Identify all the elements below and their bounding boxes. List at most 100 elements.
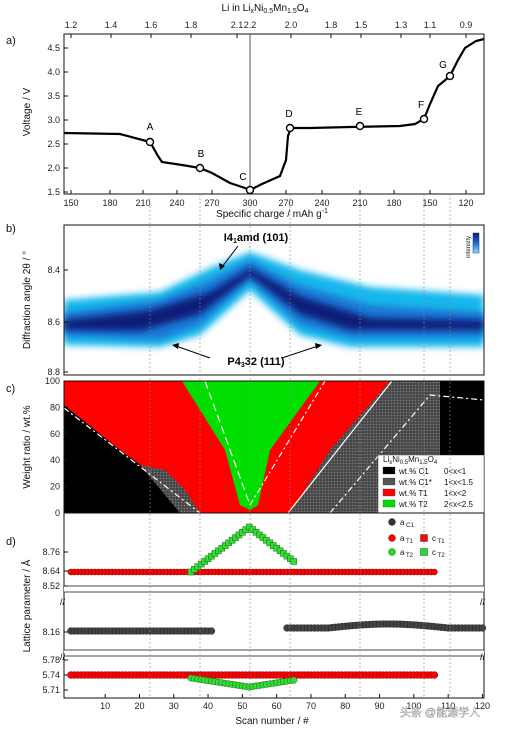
legend-series-name: wt.% T2 — [398, 500, 428, 509]
weight-axis-label: Weight ratio / wt.% — [22, 405, 33, 488]
scan-axis-label: Scan number / # — [235, 716, 309, 727]
scan-tick-label: 30 — [169, 701, 179, 711]
weight-tick-label: 100 — [45, 376, 60, 386]
voltage-tick-label: 4.0 — [47, 67, 60, 77]
guide-line-5 — [329, 394, 485, 514]
voltage-axis-ticks: 1.5 2.0 2.5 3.0 3.5 4.0 4.5 — [47, 43, 68, 197]
break-mark-1: // — [60, 597, 66, 607]
voltage-point-g — [445, 71, 455, 81]
charge-axis-label: Specific charge / mAh g-1 — [216, 208, 328, 220]
bottom-tick-label: 270 — [204, 198, 219, 208]
voltage-point-b — [195, 163, 205, 173]
panel-b-label: b) — [6, 223, 16, 235]
panel-a-label: a) — [6, 35, 16, 47]
top-axis-title: Li in LixNi0.5Mn1.5O4 — [222, 3, 309, 15]
lattice-tick-label: 8.52 — [42, 581, 60, 591]
scan-tick-label: 120 — [475, 701, 490, 711]
bottom-tick-label: 150 — [422, 198, 437, 208]
scan-tick-label: 80 — [340, 701, 350, 711]
intensity-label: intensity — [466, 236, 472, 258]
angle-axis-label: Diffraction angle 2θ / ° — [22, 251, 33, 349]
lattice-series — [67, 523, 487, 691]
voltage-point-label: G — [439, 60, 447, 71]
panel-d-label: d) — [6, 536, 16, 548]
scan-tick-label: 20 — [134, 701, 144, 711]
scan-tick-label: 40 — [203, 701, 213, 711]
legend-marker — [388, 548, 396, 556]
voltage-markers: A B C D E F G — [145, 60, 455, 195]
lattice-tick-label: 8.16 — [42, 627, 60, 637]
voltage-tick-label: 3.0 — [47, 115, 60, 125]
scan-tick-label: 70 — [306, 701, 316, 711]
voltage-tick-label: 3.5 — [47, 91, 60, 101]
legend-swatch — [382, 477, 396, 486]
legend-label: a C1 — [400, 518, 414, 529]
a-c1-point — [478, 624, 487, 632]
scan-tick-label: 90 — [375, 701, 385, 711]
legend-marker — [388, 534, 396, 542]
voltage-point-f — [419, 114, 429, 124]
angle-tick-label: 8.8 — [47, 367, 60, 377]
top-tick-label: 1.8 — [185, 20, 198, 30]
p4332-arrow-left — [175, 345, 211, 359]
panel-b: b) 8.48.68.8 Diffraction angle 2θ / ° I4… — [6, 223, 485, 377]
c-t2-point — [290, 558, 298, 565]
intensity-colorbar — [472, 232, 480, 254]
legend-series-range: 0<x<1 — [444, 467, 467, 476]
bottom-tick-label: 240 — [314, 198, 329, 208]
guide-line-3 — [249, 380, 326, 506]
legend-box — [377, 454, 485, 514]
break-mark-2: // — [60, 652, 66, 662]
a-t2-point — [290, 676, 298, 684]
voltage-axis-label: Voltage / V — [22, 87, 33, 136]
t2-region — [182, 381, 320, 510]
top-tick-label: 1.5 — [355, 20, 368, 30]
panel-a-frame — [63, 33, 485, 195]
lattice-legend: a C1 a T1 c T1 a T2 c T2 — [388, 518, 445, 559]
scan-axis-ticks: 10 20 30 40 50 60 70 80 90 100 110 120 — [100, 694, 490, 711]
a-t1-point — [431, 568, 438, 576]
bottom-tick-label: 180 — [386, 198, 401, 208]
angle-tick-label: 8.4 — [47, 265, 60, 275]
weight-tick-label: 80 — [50, 402, 60, 412]
bottom-axis-ticks: 150 180 210 240 270 300 270 240 210 180 150 120 — [63, 190, 474, 208]
voltage-point-e — [355, 121, 365, 131]
top-tick-label: 2.1 — [231, 20, 244, 30]
legend-label: a T2 — [400, 548, 414, 559]
top-tick-label: 1.3 — [395, 20, 408, 30]
bottom-tick-label: 240 — [169, 198, 184, 208]
lattice-tick-label: 8.64 — [42, 566, 60, 576]
panel-b-frame — [63, 224, 485, 376]
top-tick-label: 1.4 — [105, 20, 118, 30]
legend-series-name: wt.% T1 — [398, 489, 428, 498]
weight-tick-label: 20 — [50, 482, 60, 492]
angle-tick-label: 8.6 — [47, 317, 60, 327]
top-tick-label: 1.2 — [65, 20, 78, 30]
top-tick-label: 2.2 — [244, 20, 257, 30]
a-t1-lower-point — [430, 671, 439, 679]
legend-swatch — [382, 466, 396, 475]
top-tick-label: 1.1 — [424, 20, 437, 30]
angle-axis-ticks: 8.4 8.6 8.8 — [47, 265, 68, 377]
voltage-tick-label: 2.5 — [47, 139, 60, 149]
panel-a: a) Li in LixNi0.5Mn1.5O4 1.2 1.4 1.6 1.8 2.1… — [6, 3, 485, 220]
a-c1-point — [207, 627, 216, 635]
voltage-point-label: E — [356, 107, 363, 118]
voltage-point-label: D — [285, 109, 292, 120]
bottom-tick-label: 210 — [135, 198, 150, 208]
voltage-curve — [63, 37, 485, 192]
lattice-tick-label: 8.76 — [42, 547, 60, 557]
voltage-point-d — [285, 123, 295, 133]
top-tick-label: 2.0 — [285, 20, 298, 30]
weight-tick-label: 0 — [55, 508, 60, 518]
lattice-tick-label: 5.71 — [42, 685, 60, 695]
p4332-arrowhead-right — [315, 343, 322, 349]
break-mark-3: // — [480, 597, 486, 607]
panel-d-frame — [63, 512, 485, 699]
break-mark-4: // — [480, 652, 486, 662]
lattice-tick-label: 5.78 — [42, 655, 60, 665]
p4332-annotation: P4332 (111) — [227, 356, 284, 369]
voltage-point-a — [145, 137, 155, 147]
top-tick-label: 0.9 — [460, 20, 473, 30]
